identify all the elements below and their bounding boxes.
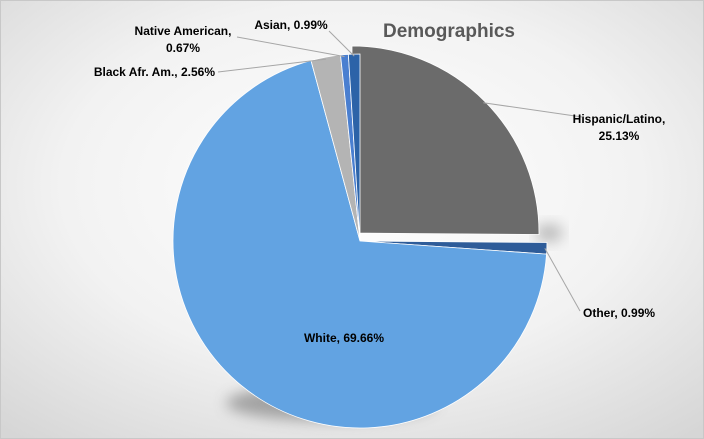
leader-line-native-american (236, 36, 345, 58)
data-label-line: Native American, (135, 24, 232, 38)
data-label-other: Other, 0.99% (583, 306, 655, 320)
leader-line-black-afr-am (217, 58, 327, 73)
pie-slices (172, 45, 548, 429)
data-label-asian: Asian, 0.99% (254, 18, 328, 32)
pie-slice-hispanic-latino (351, 45, 540, 235)
pie-slice-white (172, 60, 547, 429)
leader-line-hispanic-latino (483, 102, 583, 118)
data-label-hispanic-latino: Hispanic/Latino, 25.13% (573, 112, 666, 143)
data-labels: Hispanic/Latino, 25.13% Other, 0.99% White,… (94, 18, 666, 345)
chart-title: Demographics (383, 21, 515, 42)
data-label-line: 25.13% (599, 129, 640, 143)
pie-slice-asian (347, 53, 361, 242)
data-label-native-american: Native American, 0.67% (135, 24, 232, 55)
data-label-black-afr-am: Black Afr. Am., 2.56% (94, 65, 215, 79)
data-label-line: Other, 0.99% (583, 306, 655, 320)
data-label-line: Asian, 0.99% (254, 18, 328, 32)
leader-line-other (544, 248, 581, 312)
leader-lines (217, 30, 583, 312)
data-label-line: 0.67% (166, 41, 200, 55)
data-label-white: White, 69.66% (304, 331, 384, 345)
right-shadow (535, 224, 563, 242)
data-label-line: Black Afr. Am., 2.56% (94, 65, 215, 79)
leader-line-asian (328, 30, 355, 57)
data-label-line: Hispanic/Latino, (573, 112, 666, 126)
data-label-line: White, 69.66% (304, 331, 384, 345)
